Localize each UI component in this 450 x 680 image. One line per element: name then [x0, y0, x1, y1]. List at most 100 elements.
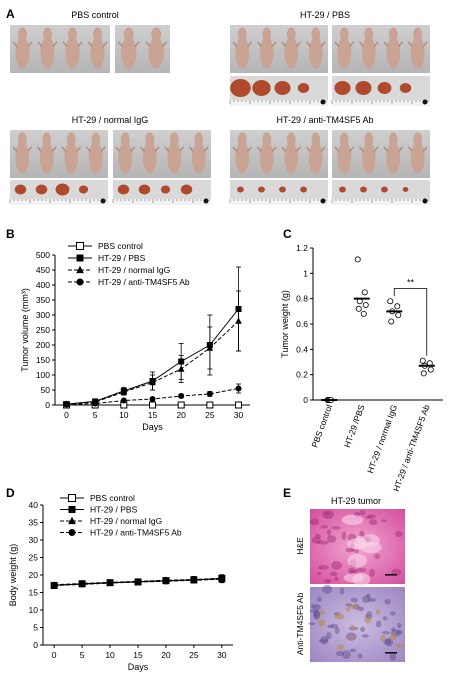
mouse-body [65, 37, 80, 69]
data-point [388, 318, 395, 325]
tumor [377, 82, 392, 94]
he-nucleus [355, 568, 367, 572]
ihc-nucleus [320, 636, 329, 645]
marker-filled-triangle [149, 378, 156, 386]
tumor [399, 83, 412, 93]
data-point [419, 357, 426, 364]
mouse-limb [139, 146, 145, 153]
he-nucleus [309, 518, 320, 526]
ihc-nucleus [382, 630, 391, 635]
mouse-body [259, 142, 274, 174]
tumor [274, 81, 291, 95]
mouse-head [43, 27, 52, 42]
y-tick-label: 1.2 [296, 243, 308, 253]
panel-e: E HT-29 tumor H&E Anti-TM4SF5 Ab [283, 486, 405, 662]
mouse-limb [296, 146, 302, 153]
mouse-head [413, 27, 423, 42]
ihc-nucleus [310, 603, 316, 609]
group-title-ht29-igg: HT-29 / normal IgG [72, 115, 149, 125]
y-tick-label: 300 [36, 310, 50, 320]
y-tick-label: 15 [29, 588, 39, 598]
he-nucleus [381, 519, 387, 523]
x-tick-label: 15 [148, 410, 158, 420]
x-tick-label: 0 [52, 650, 57, 660]
mouse-head [120, 132, 130, 147]
ruler [230, 100, 328, 106]
tumor-volume-chart: 0 50 100 150 200 250 300 350 400 450 500 0 5 10 15 20 25… [20, 241, 250, 432]
he-nucleus [369, 568, 376, 577]
marker-filled-circle [92, 400, 99, 407]
x-axis-label: Days [142, 422, 163, 432]
ihc-stain-image [310, 587, 405, 662]
ihc-nucleus [341, 650, 352, 659]
mouse-head [262, 132, 272, 147]
he-nucleus [395, 531, 403, 538]
he-lumen [347, 554, 368, 568]
panel-e-title: HT-29 tumor [331, 496, 381, 506]
ruler [230, 199, 328, 205]
mouse-head [262, 27, 272, 42]
x-axis-label: Days [128, 662, 149, 672]
mouse-limb [334, 146, 340, 153]
mouse-body [337, 37, 352, 69]
ihc-nucleus [389, 651, 397, 661]
data-point [427, 366, 434, 373]
marker-filled-circle [63, 401, 70, 408]
marker-filled-circle [178, 393, 185, 399]
y-tick-label: 50 [41, 385, 51, 395]
ihc-brown-stain [319, 609, 325, 615]
mouse-limb [320, 146, 326, 153]
group-2 [353, 256, 370, 317]
tumor [180, 184, 193, 195]
mouse-limb [87, 41, 93, 48]
body-weight-chart: 0 5 10 15 20 25 30 35 40 0 5 10 15 20 25 30 Days Body wei… [8, 493, 233, 672]
ruler-coin [203, 198, 209, 204]
y-tick-label: 0.2 [296, 370, 308, 380]
ihc-nucleus [334, 626, 340, 635]
x-tick-label: 25 [189, 650, 199, 660]
mouse-head [364, 132, 374, 147]
mouse-body [118, 142, 133, 174]
data-point [355, 305, 362, 312]
y-axis-label: Body weight (g) [8, 544, 18, 607]
legend: PBS control HT-29 / PBS HT-29 / normal IgG… [68, 241, 190, 287]
tumor [78, 185, 89, 194]
he-nucleus [322, 510, 334, 519]
marker-filled-circle [68, 529, 76, 536]
marker-open-square [177, 401, 185, 409]
mouse-limb [383, 41, 389, 48]
ihc-brown-stain [318, 622, 326, 627]
mouse-limb [398, 146, 404, 153]
mouse-body [64, 142, 79, 174]
mouse-limb [161, 41, 168, 48]
marker-filled-triangle [68, 516, 76, 525]
mouse-body [167, 142, 182, 174]
mouse-limb [281, 146, 287, 153]
mouse-limb [349, 41, 355, 48]
mouse-limb [12, 146, 18, 153]
mouse-body [361, 142, 376, 174]
y-tick-label: 40 [29, 500, 39, 510]
mouse-limb [154, 146, 160, 153]
mouse-body [121, 37, 137, 69]
y-tick-label: 5 [33, 623, 38, 633]
ihc-nucleus [367, 597, 377, 602]
mouse-limb [130, 146, 136, 153]
ruler-coin [422, 99, 428, 105]
he-nucleus [329, 571, 338, 576]
x-tick-label: 5 [93, 410, 98, 420]
he-lumen [347, 537, 368, 550]
mouse-limb [36, 146, 42, 153]
mouse-body [259, 37, 274, 69]
mouse-body [410, 37, 425, 69]
mouse-limb [358, 41, 364, 48]
ihc-brown-stain [346, 606, 351, 612]
mouse-limb [256, 41, 262, 48]
mouse-limb [422, 146, 428, 153]
group-3 [386, 298, 403, 325]
ihc-brown-stain [389, 633, 397, 641]
marker-filled-circle [206, 390, 213, 397]
data-point [360, 310, 367, 317]
ruler-coin [320, 99, 326, 105]
